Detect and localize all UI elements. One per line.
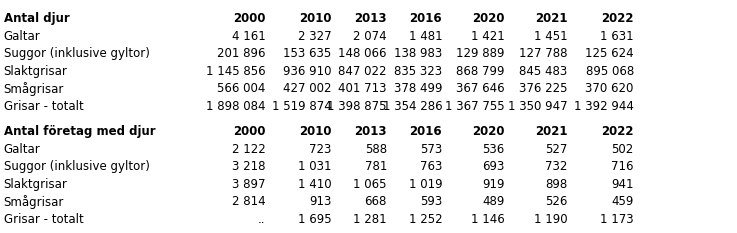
Text: 2 814: 2 814 xyxy=(231,195,265,208)
Text: 716: 716 xyxy=(611,160,634,173)
Text: 3 897: 3 897 xyxy=(232,178,265,191)
Text: 723: 723 xyxy=(310,143,332,156)
Text: 936 910: 936 910 xyxy=(283,65,332,78)
Text: 1 019: 1 019 xyxy=(408,178,442,191)
Text: 573: 573 xyxy=(420,143,442,156)
Text: Antal djur: Antal djur xyxy=(4,12,69,25)
Text: Galtar: Galtar xyxy=(4,30,41,43)
Text: Suggor (inklusive gyltor): Suggor (inklusive gyltor) xyxy=(4,160,150,173)
Text: 427 002: 427 002 xyxy=(283,82,332,95)
Text: 459: 459 xyxy=(612,195,634,208)
Text: 127 788: 127 788 xyxy=(519,47,567,60)
Text: 129 889: 129 889 xyxy=(456,47,505,60)
Text: Grisar - totalt: Grisar - totalt xyxy=(4,213,83,226)
Text: 919: 919 xyxy=(482,178,505,191)
Text: Antal företag med djur: Antal företag med djur xyxy=(4,125,156,138)
Text: 1 173: 1 173 xyxy=(600,213,634,226)
Text: Slaktgrisar: Slaktgrisar xyxy=(4,65,68,78)
Text: 2021: 2021 xyxy=(535,12,567,25)
Text: 2021: 2021 xyxy=(535,125,567,138)
Text: 898: 898 xyxy=(545,178,567,191)
Text: 2013: 2013 xyxy=(354,125,387,138)
Text: 1 190: 1 190 xyxy=(534,213,567,226)
Text: 2010: 2010 xyxy=(299,125,332,138)
Text: 2 327: 2 327 xyxy=(298,30,332,43)
Text: 1 451: 1 451 xyxy=(534,30,567,43)
Text: 370 620: 370 620 xyxy=(585,82,634,95)
Text: 1 695: 1 695 xyxy=(298,213,332,226)
Text: 1 631: 1 631 xyxy=(600,30,634,43)
Text: 781: 781 xyxy=(365,160,387,173)
Text: 4 161: 4 161 xyxy=(231,30,265,43)
Text: 378 499: 378 499 xyxy=(394,82,442,95)
Text: 1 065: 1 065 xyxy=(354,178,387,191)
Text: 1 481: 1 481 xyxy=(408,30,442,43)
Text: 1 252: 1 252 xyxy=(408,213,442,226)
Text: 941: 941 xyxy=(611,178,634,191)
Text: 835 323: 835 323 xyxy=(394,65,442,78)
Text: 1 350 947: 1 350 947 xyxy=(508,100,567,113)
Text: 527: 527 xyxy=(545,143,567,156)
Text: 2013: 2013 xyxy=(354,12,387,25)
Text: 367 646: 367 646 xyxy=(456,82,505,95)
Text: 845 483: 845 483 xyxy=(520,65,567,78)
Text: 1 146: 1 146 xyxy=(471,213,505,226)
Text: 1 421: 1 421 xyxy=(471,30,505,43)
Text: 868 799: 868 799 xyxy=(456,65,505,78)
Text: 489: 489 xyxy=(483,195,505,208)
Text: Slaktgrisar: Slaktgrisar xyxy=(4,178,68,191)
Text: 148 066: 148 066 xyxy=(338,47,387,60)
Text: 1 898 084: 1 898 084 xyxy=(206,100,265,113)
Text: 201 896: 201 896 xyxy=(217,47,265,60)
Text: 668: 668 xyxy=(365,195,387,208)
Text: 588: 588 xyxy=(365,143,387,156)
Text: 401 713: 401 713 xyxy=(338,82,387,95)
Text: 2 122: 2 122 xyxy=(231,143,265,156)
Text: 526: 526 xyxy=(545,195,567,208)
Text: 1 398 875: 1 398 875 xyxy=(327,100,387,113)
Text: 2016: 2016 xyxy=(410,12,442,25)
Text: 2016: 2016 xyxy=(410,125,442,138)
Text: 593: 593 xyxy=(420,195,442,208)
Text: 153 635: 153 635 xyxy=(284,47,332,60)
Text: 536: 536 xyxy=(483,143,505,156)
Text: 2020: 2020 xyxy=(472,12,505,25)
Text: 847 022: 847 022 xyxy=(338,65,387,78)
Text: 1 281: 1 281 xyxy=(353,213,387,226)
Text: 2022: 2022 xyxy=(601,12,634,25)
Text: 138 983: 138 983 xyxy=(394,47,442,60)
Text: 2020: 2020 xyxy=(472,125,505,138)
Text: 1 367 755: 1 367 755 xyxy=(445,100,505,113)
Text: Grisar - totalt: Grisar - totalt xyxy=(4,100,83,113)
Text: 2000: 2000 xyxy=(233,12,265,25)
Text: 732: 732 xyxy=(545,160,567,173)
Text: 2 074: 2 074 xyxy=(353,30,387,43)
Text: 1 354 286: 1 354 286 xyxy=(383,100,442,113)
Text: 1 145 856: 1 145 856 xyxy=(206,65,265,78)
Text: 2000: 2000 xyxy=(233,125,265,138)
Text: 2010: 2010 xyxy=(299,12,332,25)
Text: Galtar: Galtar xyxy=(4,143,41,156)
Text: ..: .. xyxy=(258,213,265,226)
Text: 895 068: 895 068 xyxy=(586,65,634,78)
Text: 763: 763 xyxy=(420,160,442,173)
Text: 693: 693 xyxy=(483,160,505,173)
Text: 376 225: 376 225 xyxy=(519,82,567,95)
Text: Smågrisar: Smågrisar xyxy=(4,82,64,96)
Text: 125 624: 125 624 xyxy=(585,47,634,60)
Text: 1 031: 1 031 xyxy=(298,160,332,173)
Text: Smågrisar: Smågrisar xyxy=(4,195,64,209)
Text: 913: 913 xyxy=(310,195,332,208)
Text: 2022: 2022 xyxy=(601,125,634,138)
Text: 1 519 874: 1 519 874 xyxy=(272,100,332,113)
Text: 566 004: 566 004 xyxy=(217,82,265,95)
Text: Suggor (inklusive gyltor): Suggor (inklusive gyltor) xyxy=(4,47,150,60)
Text: 1 410: 1 410 xyxy=(298,178,332,191)
Text: 1 392 944: 1 392 944 xyxy=(574,100,634,113)
Text: 502: 502 xyxy=(612,143,634,156)
Text: 3 218: 3 218 xyxy=(232,160,265,173)
